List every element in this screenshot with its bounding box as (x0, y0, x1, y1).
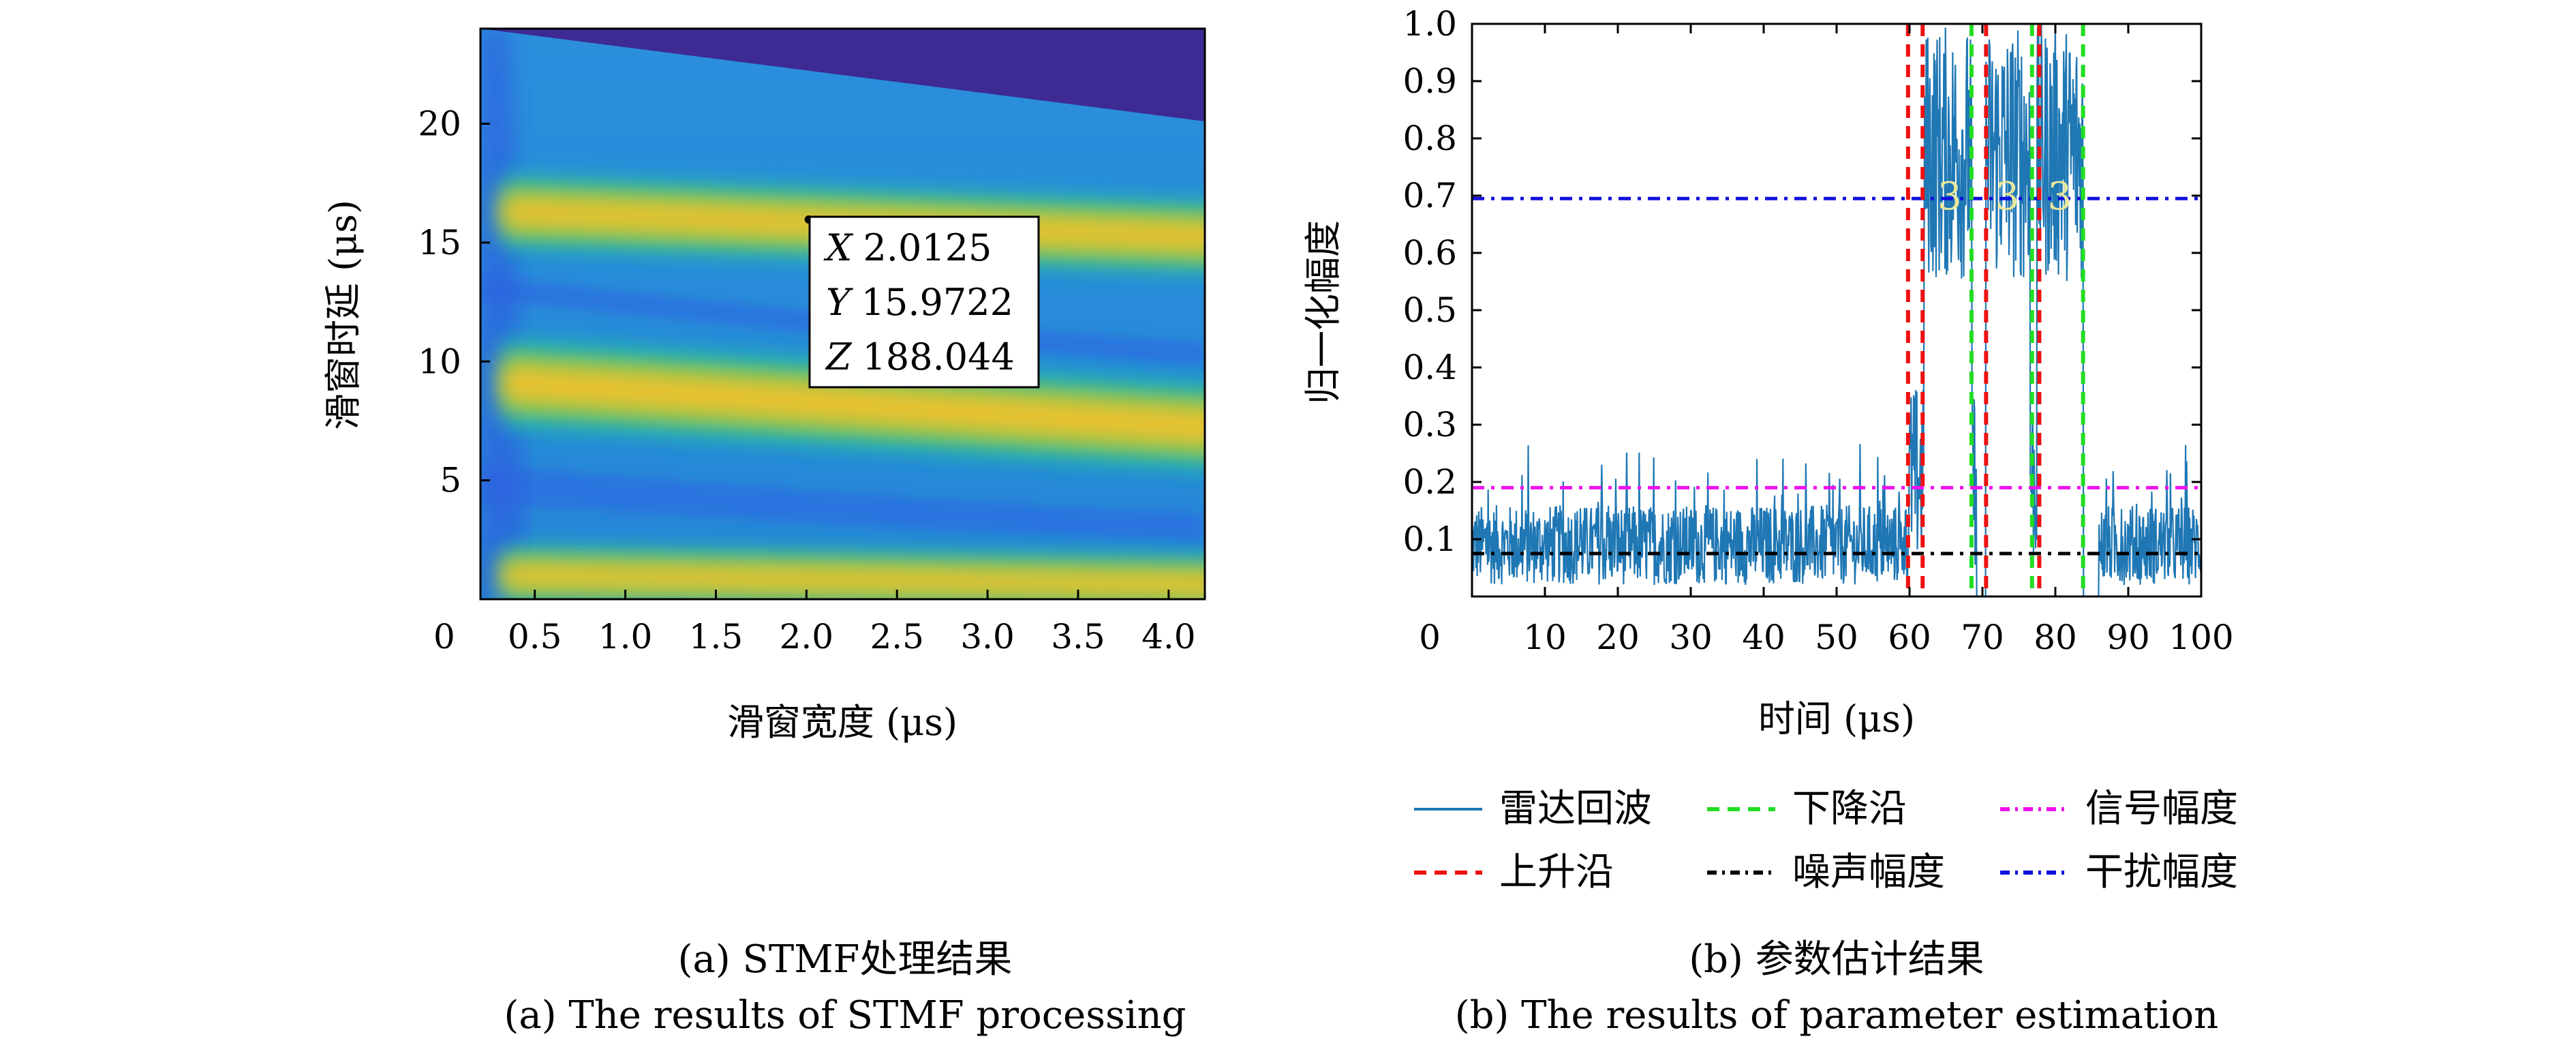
heatmap-ridge-core (502, 365, 1205, 444)
panel-a-y-axis-title: 滑窗时延 (μs) (322, 200, 365, 430)
heatmap-surface (480, 29, 1205, 599)
y-tick-label: 10 (418, 342, 461, 381)
legend-label: 噪声幅度 (1792, 850, 1945, 894)
y-tick-label: 15 (418, 223, 461, 262)
x-tick-label: 10 (1523, 618, 1567, 657)
x-tick-label: 2.5 (870, 617, 924, 656)
legend-item: 噪声幅度 (1707, 850, 1945, 894)
legend-item: 上升沿 (1414, 850, 1614, 894)
legend-item: 下降沿 (1707, 787, 1907, 831)
legend-item: 信号幅度 (2000, 787, 2238, 831)
x-tick-label: 30 (1669, 618, 1713, 657)
panel-a-y-ticks: 5 10 15 20 (418, 104, 490, 500)
panel-b-parameter-estimation: 0 10 20 30 40 50 60 70 80 90 100 0.10.20.30.40.50.… (1302, 4, 2238, 1038)
y-tick-label: 0.8 (1402, 119, 1457, 158)
y-tick-label: 0.2 (1402, 462, 1457, 502)
y-tick-label: 5 (440, 461, 461, 500)
panel-b-x-axis-title: 时间 (μs) (1758, 697, 1915, 740)
x-tick-label: 0 (1419, 618, 1441, 657)
legend-label: 雷达回波 (1499, 787, 1652, 831)
x-tick-label: 60 (1888, 618, 1931, 657)
panel-b-x-ticks: 0 10 20 30 40 50 60 70 80 90 100 (1419, 24, 2234, 657)
panel-a-caption-cn: (a) STMF处理结果 (678, 937, 1013, 982)
x-tick-label: 1.0 (598, 617, 653, 656)
x-tick-label: 70 (1961, 618, 2004, 657)
panel-b-frame (1471, 22, 2203, 598)
y-tick-label: 0.9 (1402, 61, 1457, 101)
heatmap-empty-region (480, 29, 1205, 122)
panel-a-x-ticks: 0 0.5 1.0 1.5 2.0 2.5 3.0 3.5 4.0 (433, 590, 1196, 656)
panel-a-caption-en: (a) The results of STMF processing (504, 993, 1186, 1038)
x-tick-label: 3.0 (960, 617, 1015, 656)
x-tick-label: 50 (1815, 618, 1858, 657)
radar-echo-series (1472, 25, 2201, 596)
legend-label: 上升沿 (1499, 850, 1614, 894)
y-tick-label: 1.0 (1402, 4, 1457, 44)
x-tick-label: 1.5 (689, 617, 743, 656)
y-tick-label: 0.7 (1402, 176, 1457, 215)
panel-b-caption-cn: (b) 参数估计结果 (1689, 937, 1984, 982)
legend-label: 下降沿 (1792, 787, 1907, 831)
x-tick-label: 90 (2106, 618, 2150, 657)
y-tick-label: 20 (418, 104, 461, 144)
datatip-x-row: X 2.0125 (823, 226, 992, 269)
x-tick-label: 80 (2034, 618, 2077, 657)
y-tick-label: 0.4 (1402, 348, 1457, 387)
x-tick-label: 4.0 (1141, 617, 1196, 656)
heatmap-left-edge (480, 29, 528, 599)
x-tick-label: 20 (1596, 618, 1640, 657)
legend-label: 干扰幅度 (2085, 850, 2238, 894)
pulse-count-label: 3 (1995, 175, 2020, 219)
datatip-box (808, 215, 1040, 389)
panel-a-heatmap: 0 0.5 1.0 1.5 2.0 2.5 3.0 3.5 4.0 5 10 15 20 X 2.012… (322, 27, 1206, 1038)
y-tick-label: 0.1 (1402, 519, 1457, 559)
pulse-count-label: 3 (1937, 175, 1962, 219)
legend-item: 干扰幅度 (2000, 850, 2238, 894)
x-tick-label: 0 (433, 617, 455, 656)
panel-b-plot-area (1472, 24, 2201, 596)
panel-a-frame (479, 27, 1206, 601)
panel-b-y-axis-title: 归一化幅度 (1302, 220, 1345, 404)
panel-a-x-axis-title: 滑窗宽度 (μs) (727, 701, 957, 744)
panel-b-y-ticks: 0.1 0.2 0.3 0.4 0.5 0.6 0.7 0.8 0.9 1.0 (1402, 4, 2201, 559)
x-tick-label: 3.5 (1051, 617, 1105, 656)
datatip-y-row: Y 15.9722 (826, 281, 1013, 324)
heatmap-trough (480, 466, 1205, 543)
datatip[interactable]: X 2.0125 Y 15.9722 Z 188.044 (804, 215, 1040, 389)
x-tick-label: 2.0 (780, 617, 834, 656)
x-tick-label: 0.5 (508, 617, 562, 656)
datatip-z-row: Z 188.044 (825, 335, 1015, 378)
legend-label: 信号幅度 (2085, 787, 2238, 831)
x-tick-label: 100 (2168, 618, 2233, 657)
y-tick-label: 0.6 (1402, 233, 1457, 273)
heatmap-ridge-core (502, 564, 1205, 596)
y-tick-label: 0.3 (1402, 405, 1457, 444)
y-tick-label: 0.5 (1402, 290, 1457, 330)
pulse-count-label: 3 (2048, 175, 2072, 219)
x-tick-label: 40 (1742, 618, 1785, 657)
panel-b-caption-en: (b) The results of parameter estimation (1455, 993, 2218, 1038)
legend-item: 雷达回波 (1414, 787, 1652, 831)
